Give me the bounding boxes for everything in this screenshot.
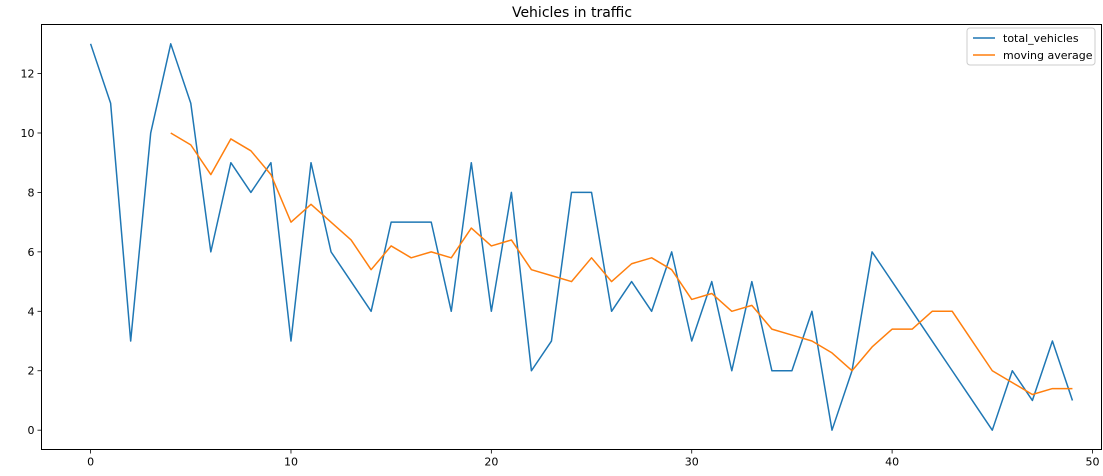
y-tick-label: 8	[28, 186, 35, 199]
chart-title: Vehicles in traffic	[512, 5, 632, 21]
x-tick-label: 10	[284, 456, 298, 469]
series-line-moving-average	[170, 132, 1073, 396]
x-tick-label: 30	[685, 456, 699, 469]
legend-frame	[966, 27, 1096, 66]
x-axis: 0 10 20 30 40 50	[87, 449, 1099, 469]
x-tick-label: 20	[484, 456, 498, 469]
y-tick-label: 4	[28, 305, 35, 318]
y-tick-label: 6	[28, 246, 35, 259]
x-tick-label: 0	[87, 456, 94, 469]
y-tick-label: 2	[28, 365, 35, 378]
y-tick-label: 12	[21, 68, 35, 81]
legend-label-total-vehicles: total_vehicles	[1003, 32, 1079, 45]
x-tick-label: 50	[1085, 456, 1099, 469]
x-tick-label: 40	[885, 456, 899, 469]
y-axis: 0 2 4 6 8 10 12	[21, 68, 42, 437]
y-tick-label: 10	[21, 127, 35, 140]
legend: total_vehicles moving average	[966, 27, 1096, 66]
plot-area-frame	[41, 24, 1102, 450]
series-line-total-vehicles	[89, 43, 1074, 431]
y-tick-label: 0	[28, 424, 35, 437]
series-layer	[89, 43, 1074, 431]
legend-label-moving-average: moving average	[1003, 49, 1093, 62]
